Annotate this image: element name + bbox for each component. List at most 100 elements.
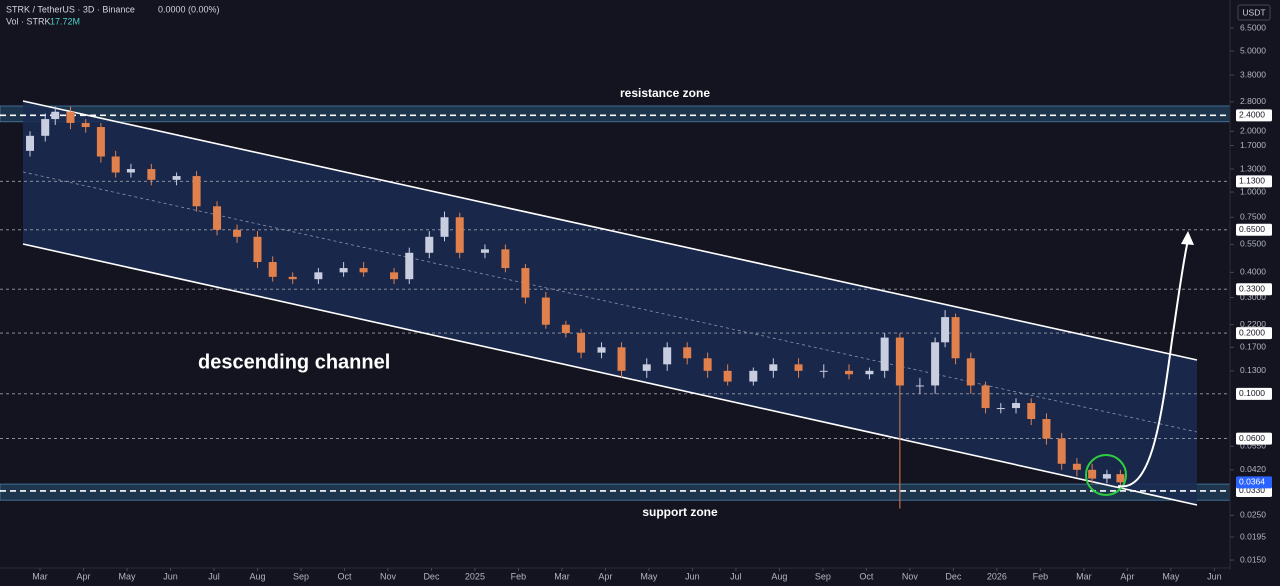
candle-body: [1042, 419, 1051, 439]
x-tick-label: Apr: [76, 571, 90, 581]
x-tick-label: Mar: [32, 571, 48, 581]
price-box-label: 0.0600: [1239, 433, 1265, 443]
price-box-label: 0.1000: [1239, 388, 1265, 398]
support-label: support zone: [642, 505, 718, 519]
candle-body: [951, 317, 960, 359]
highlight-circle: [1085, 454, 1127, 496]
x-tick-label: Sep: [293, 571, 309, 581]
candle-body: [1088, 469, 1097, 479]
candle-body: [268, 262, 277, 277]
candle-body: [1027, 403, 1036, 420]
candle-body: [253, 236, 262, 263]
candle-body: [597, 347, 606, 353]
x-tick-label: Jun: [685, 571, 700, 581]
candle-body: [819, 370, 828, 372]
candle-body: [66, 111, 75, 123]
x-tick-label: Mar: [1076, 571, 1092, 581]
y-tick-label: 0.0150: [1240, 554, 1266, 564]
zone: [0, 105, 1231, 123]
candle-body: [147, 169, 156, 180]
candle-body: [683, 347, 692, 359]
currency-button[interactable]: [1237, 4, 1271, 21]
candle-body: [880, 337, 889, 371]
candle-body: [440, 217, 449, 237]
price-change: 0.0000 (0.00%): [158, 4, 220, 14]
candle-body: [233, 229, 242, 237]
y-tick-label: 0.0420: [1240, 464, 1266, 474]
candle-body: [915, 385, 924, 387]
x-tick-label: Feb: [511, 571, 527, 581]
levels: [0, 114, 1230, 492]
candle-body: [359, 268, 368, 273]
y-tick-label: 6.5000: [1240, 22, 1266, 32]
y-tick-label: 0.0195: [1240, 531, 1266, 541]
price-box-label: 0.0364: [1239, 477, 1265, 487]
candle-body: [561, 324, 570, 334]
channel-fill: [23, 101, 1197, 505]
y-tick-label: 0.3000: [1240, 292, 1266, 302]
candle-body: [844, 370, 853, 375]
candle-body: [390, 272, 399, 280]
x-tick-label: Oct: [337, 571, 352, 581]
y-tick-label: 1.3000: [1240, 163, 1266, 173]
x-tick-label: 2025: [465, 571, 485, 581]
candle-body: [749, 370, 758, 382]
candle-body: [1072, 463, 1081, 470]
y-tick-label: 1.7000: [1240, 140, 1266, 150]
candle-body: [288, 276, 297, 280]
x-tick-label: Mar: [554, 571, 570, 581]
candle-body: [966, 358, 975, 386]
candle-body: [865, 370, 874, 375]
price-axis: 6.5000 5.0000 3.8000 2.8000 2.0000 1.7000 1.30…: [1230, 22, 1272, 564]
candle-body: [981, 385, 990, 409]
channel-lower: [22, 243, 1198, 506]
y-tick-label: 0.0250: [1240, 510, 1266, 520]
y-tick-label: 2.0000: [1240, 126, 1266, 136]
price-box: [1236, 327, 1272, 340]
candle-body: [213, 206, 222, 230]
price-box-label: 1.1300: [1239, 176, 1265, 186]
candle-body: [723, 370, 732, 382]
y-tick-label: 0.1700: [1240, 342, 1266, 352]
candle-body: [96, 127, 105, 157]
candle-body: [51, 111, 60, 120]
resistance-label: resistance zone: [620, 86, 710, 100]
time-axis: Mar Apr May Jun Jul Aug Sep Oct Nov Dec 2025 Feb Mar…: [32, 568, 1222, 581]
candle-body: [617, 347, 626, 371]
price-box: [1236, 476, 1272, 489]
candle-body: [111, 156, 120, 173]
x-tick-label: May: [640, 571, 658, 581]
currency-label[interactable]: USDT: [1242, 7, 1265, 17]
candle-body: [501, 249, 510, 269]
x-tick-label: Nov: [902, 571, 919, 581]
x-tick-label: Apr: [1120, 571, 1134, 581]
candle-body: [126, 169, 135, 173]
candle-body: [577, 333, 586, 353]
y-tick-label: 0.4000: [1240, 267, 1266, 277]
y-tick-label: 0.7500: [1240, 212, 1266, 222]
price-box-label: 0.0330: [1239, 485, 1265, 495]
x-tick-label: Dec: [423, 571, 440, 581]
candle-body: [41, 119, 50, 136]
candle-body: [26, 135, 35, 151]
candle-body: [663, 347, 672, 365]
x-tick-label: Feb: [1033, 571, 1049, 581]
x-tick-label: May: [118, 571, 136, 581]
x-tick-label: May: [1162, 571, 1180, 581]
y-tick-label: 0.1300: [1240, 365, 1266, 375]
price-box: [1236, 175, 1272, 188]
price-box: [1236, 283, 1272, 296]
x-tick-label: Apr: [598, 571, 612, 581]
candle-body: [405, 252, 414, 280]
symbol-title: STRK / TetherUS · 3D · Binance: [6, 4, 135, 14]
candle-body: [642, 364, 651, 371]
zone: [0, 483, 1231, 501]
x-tick-label: Jul: [730, 571, 742, 581]
candle-body: [1057, 438, 1066, 464]
y-tick-label: 3.8000: [1240, 69, 1266, 79]
y-tick-label: 5.0000: [1240, 45, 1266, 55]
x-tick-label: Dec: [945, 571, 962, 581]
price-box: [1236, 109, 1272, 122]
y-tick-label: 2.8000: [1240, 96, 1266, 106]
